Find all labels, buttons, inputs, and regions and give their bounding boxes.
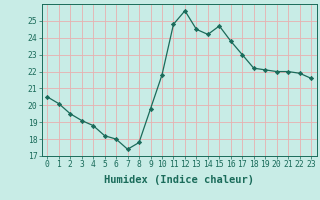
X-axis label: Humidex (Indice chaleur): Humidex (Indice chaleur) (104, 175, 254, 185)
